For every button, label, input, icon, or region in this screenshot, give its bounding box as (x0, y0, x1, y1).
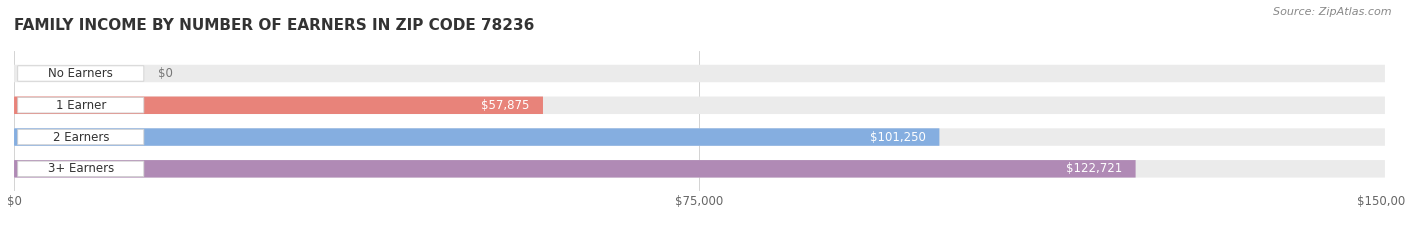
Text: $57,875: $57,875 (481, 99, 529, 112)
Text: FAMILY INCOME BY NUMBER OF EARNERS IN ZIP CODE 78236: FAMILY INCOME BY NUMBER OF EARNERS IN ZI… (14, 18, 534, 33)
Text: No Earners: No Earners (48, 67, 114, 80)
Text: $101,250: $101,250 (870, 130, 925, 144)
FancyBboxPatch shape (18, 129, 143, 145)
FancyBboxPatch shape (18, 98, 143, 113)
Text: 1 Earner: 1 Earner (56, 99, 105, 112)
FancyBboxPatch shape (14, 160, 1136, 178)
Text: 2 Earners: 2 Earners (52, 130, 110, 144)
Text: $122,721: $122,721 (1066, 162, 1122, 175)
FancyBboxPatch shape (14, 65, 1385, 82)
FancyBboxPatch shape (18, 161, 143, 177)
Text: $0: $0 (157, 67, 173, 80)
Text: 3+ Earners: 3+ Earners (48, 162, 114, 175)
FancyBboxPatch shape (18, 66, 143, 81)
FancyBboxPatch shape (14, 128, 1385, 146)
FancyBboxPatch shape (14, 128, 939, 146)
FancyBboxPatch shape (14, 96, 1385, 114)
FancyBboxPatch shape (14, 160, 1385, 178)
Text: Source: ZipAtlas.com: Source: ZipAtlas.com (1274, 7, 1392, 17)
FancyBboxPatch shape (14, 96, 543, 114)
